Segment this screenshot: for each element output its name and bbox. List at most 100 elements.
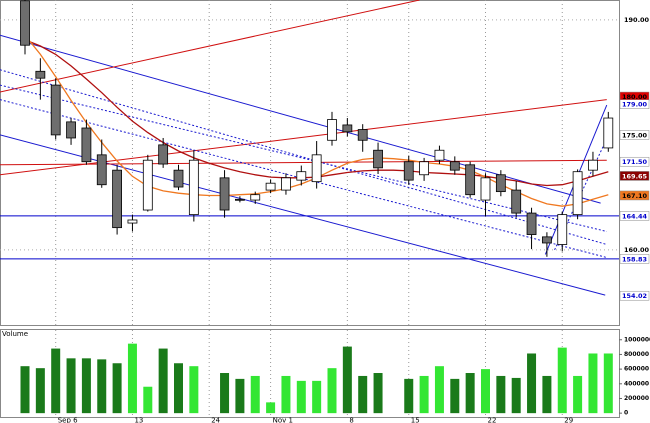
candle-body (495, 174, 506, 193)
volume-bar (97, 359, 107, 414)
candle-body (112, 169, 122, 229)
volume-bar (434, 366, 444, 414)
candle-body (158, 144, 169, 165)
candle-body (480, 177, 491, 201)
level-box (619, 190, 650, 201)
x-tick-label: 29 (564, 417, 573, 423)
volume-bar (342, 346, 352, 414)
volume-bar (127, 343, 137, 414)
candle-body (465, 164, 476, 196)
candle-body (588, 159, 598, 171)
volume-bar (527, 353, 537, 414)
level-label: 154.02 (622, 292, 647, 300)
level-box (619, 130, 650, 140)
candle-body (327, 119, 337, 141)
level-label: 175.00 (622, 131, 648, 139)
volume-bar (573, 375, 583, 414)
candle-body (419, 161, 430, 176)
volume-bar (511, 377, 521, 414)
y-tick-label: 400000 (624, 380, 649, 387)
candle-body (265, 182, 276, 191)
x-tick-label: Nov 1 (273, 417, 293, 423)
volume-bar (588, 353, 598, 414)
candle-body (557, 214, 568, 245)
level-box (619, 156, 650, 167)
axes: Sep 6 13 24 Nov 1 8 15 22 29 190.00 160.00 0 200000… (58, 16, 650, 423)
level-label: 171.50 (622, 158, 648, 166)
level-label: 169.65 (622, 172, 648, 180)
candle-body (35, 70, 46, 79)
volume-bar (327, 368, 337, 414)
candle-body (96, 154, 107, 186)
level-box (619, 211, 650, 221)
volume-bar (66, 358, 76, 414)
candle-body (311, 154, 322, 183)
y-tick-label: 0 (624, 410, 628, 417)
candle-body (219, 177, 230, 211)
candle-body (357, 129, 368, 141)
candle-body (342, 124, 353, 133)
y-tick-label: 160.00 (624, 246, 650, 254)
candle-body (572, 171, 583, 216)
volume-plot (20, 330, 613, 418)
volume-bar (189, 366, 199, 414)
volume-bar (312, 380, 322, 414)
volume-bar (250, 375, 260, 414)
volume-bar (603, 353, 613, 414)
trend-line (0, 84, 607, 232)
volume-title: Volume (2, 330, 28, 338)
volume-bar (35, 368, 45, 414)
x-tick-label: 13 (134, 417, 143, 423)
volume-bar (143, 386, 153, 414)
volume-bar (235, 378, 245, 414)
y-tick-label: 200000 (624, 395, 649, 402)
candle-body (403, 161, 414, 181)
y-tick-label: 190.00 (624, 16, 650, 24)
volume-bar (358, 375, 368, 414)
price-plot (0, 0, 619, 325)
volume-bar (112, 363, 122, 414)
volume-bar (542, 375, 552, 414)
level-label: 164.44 (622, 212, 648, 220)
candle-body (234, 198, 245, 201)
volume-bar (557, 347, 567, 414)
level-box (619, 290, 650, 301)
candle-body (373, 149, 383, 169)
candle-body (511, 189, 522, 214)
volume-bar (174, 363, 183, 414)
volume-bar (266, 402, 276, 414)
candle-body (434, 149, 445, 161)
x-tick-label: Sep 6 (58, 417, 78, 423)
candle-body (188, 159, 199, 216)
volume-bar (20, 366, 30, 414)
candle-body (542, 236, 552, 244)
volume-bar (373, 373, 383, 414)
candle-body (66, 121, 76, 139)
level-label: 167.10 (622, 192, 648, 200)
candle-body (281, 177, 291, 191)
volume-bar (404, 378, 414, 414)
y-tick-label: 600000 (624, 366, 649, 373)
volume-bar (220, 373, 230, 414)
x-tick-label: 15 (411, 417, 420, 423)
volume-bar (296, 380, 306, 414)
candle-body (603, 117, 614, 149)
trend-line (0, 0, 420, 93)
level-box (619, 99, 650, 109)
candle-body (526, 212, 537, 235)
volume-bar (281, 375, 291, 414)
level-label: 158.83 (622, 255, 647, 263)
volume-bar (51, 348, 61, 414)
candle-body (81, 127, 92, 163)
x-tick-label: 24 (211, 417, 220, 423)
x-tick-label: 22 (488, 417, 497, 423)
level-label: 179.00 (622, 101, 648, 109)
volume-bar (496, 375, 506, 414)
candle-body (20, 0, 30, 46)
level-box (619, 171, 650, 181)
y-tick-label: 1000000 (624, 336, 650, 343)
candle-body (250, 194, 261, 201)
candle-body (173, 169, 184, 188)
volume-bar (481, 369, 490, 414)
volume-bar (81, 358, 91, 414)
